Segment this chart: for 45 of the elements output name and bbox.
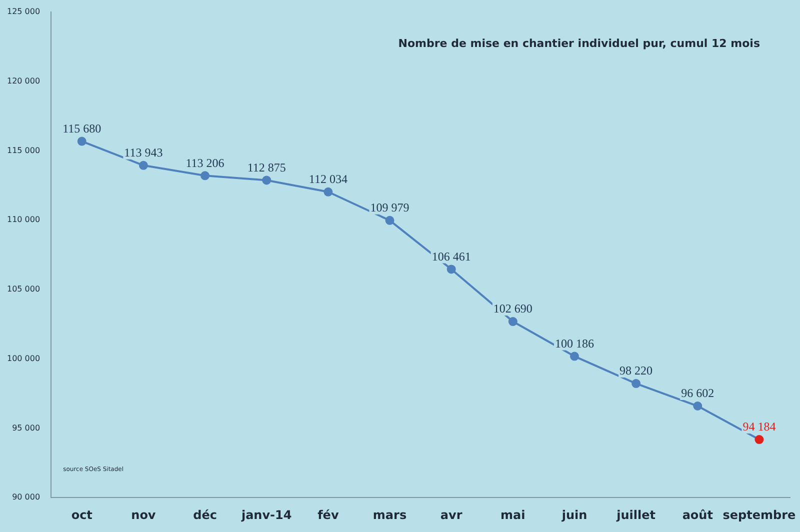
point bbox=[632, 379, 641, 388]
x-tick-label: juillet bbox=[616, 508, 656, 522]
data-label: 115 680 bbox=[62, 121, 102, 136]
point bbox=[138, 160, 148, 170]
data-label: 98 220 bbox=[620, 364, 653, 378]
y-tick-label: 125 000 bbox=[6, 7, 40, 16]
point bbox=[324, 187, 333, 196]
y-tick-label: 110 000 bbox=[6, 215, 40, 224]
y-tick-label: 100 000 bbox=[6, 354, 40, 363]
data-label: 112 034 bbox=[308, 172, 348, 186]
x-tick-label: déc bbox=[193, 508, 217, 522]
data-label: 96 602 bbox=[681, 386, 714, 400]
data-label: 102 690 bbox=[493, 302, 532, 316]
y-tick-label: 90 000 bbox=[12, 492, 40, 502]
point bbox=[262, 176, 272, 185]
y-tick-label: 105 000 bbox=[6, 284, 40, 294]
data-label: 109 979 bbox=[370, 200, 410, 215]
point bbox=[570, 352, 579, 361]
x-tick-label: mai bbox=[500, 508, 526, 522]
x-tick-label: nov bbox=[131, 508, 156, 522]
x-tick-label: oct bbox=[71, 508, 93, 522]
data-label: 94 184 bbox=[742, 420, 776, 434]
data-label: 100 186 bbox=[554, 336, 594, 350]
text: Nombre de mise en chantier individuel pur, cumul 12 mois bbox=[398, 36, 760, 50]
data-label: 113 943 bbox=[124, 146, 163, 160]
point bbox=[385, 216, 394, 225]
x-tick-label: août bbox=[682, 508, 714, 522]
data-label: 113 206 bbox=[186, 156, 224, 170]
x-tick-label: mars bbox=[372, 508, 407, 522]
point bbox=[508, 317, 518, 326]
point bbox=[754, 435, 764, 444]
point bbox=[200, 171, 210, 180]
y-tick-label: 120 000 bbox=[6, 76, 40, 86]
x-tick-label: juin bbox=[560, 508, 588, 522]
y-tick-label: 115 000 bbox=[6, 146, 40, 155]
point bbox=[77, 136, 86, 146]
point bbox=[693, 402, 702, 410]
x-tick-label: avr bbox=[440, 508, 462, 522]
point bbox=[446, 264, 456, 274]
x-tick-label: janv-14 bbox=[240, 508, 292, 522]
x-tick-label: fév bbox=[318, 508, 339, 522]
y-tick-label: 95 000 bbox=[12, 423, 40, 432]
x-tick-label: septembre bbox=[722, 508, 796, 522]
data-label: 112 875 bbox=[247, 160, 286, 174]
data-label: 106 461 bbox=[432, 249, 471, 264]
